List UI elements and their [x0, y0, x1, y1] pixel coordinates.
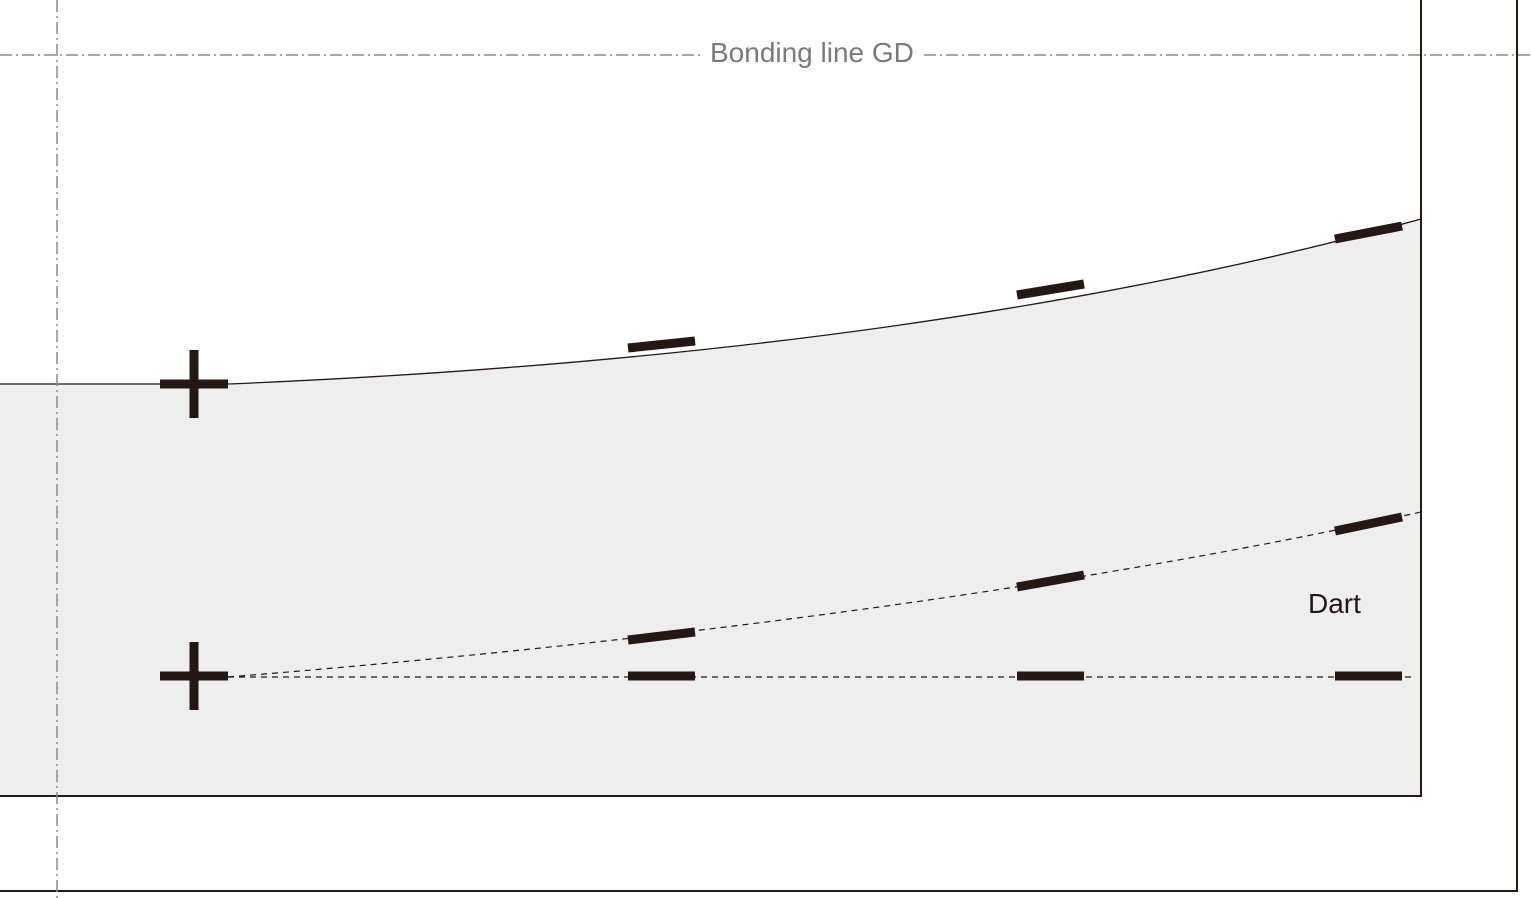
dart-curve-line [227, 511, 1422, 678]
dart-label: Dart [1308, 588, 1361, 619]
top-edge-curve [227, 218, 1422, 385]
top-curve-notch-1 [627, 336, 696, 353]
pattern-piece-fill [0, 219, 1421, 796]
plus-mark-top [160, 350, 228, 418]
dart-curve-notch-3 [1334, 512, 1403, 536]
plus-mark-bottom [160, 642, 228, 710]
bonding-line-label: Bonding line GD [704, 37, 920, 69]
dart-curve-notch-1 [627, 627, 696, 645]
dart-curve-notch-2 [1016, 570, 1085, 592]
top-curve-notch-3 [1334, 221, 1403, 244]
top-curve-notch-2 [1016, 279, 1085, 300]
